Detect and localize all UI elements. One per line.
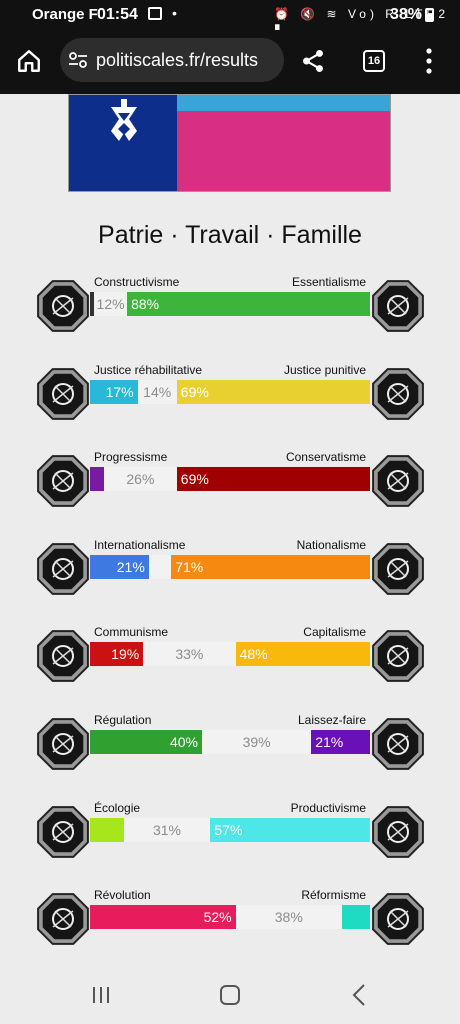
axis-right-label: Réformisme [301, 888, 366, 903]
axis-bar: 31% 57% [90, 817, 370, 842]
axis-bar: 12% 88% [90, 292, 370, 316]
bar-segment-neutral: 14% [137, 379, 177, 404]
more-menu-icon[interactable] [424, 47, 434, 75]
axis-row: Communisme Capitalisme 19% 33% 48% [0, 625, 460, 689]
handshake-icon [37, 367, 89, 420]
axis-row: Régulation Laissez-faire 40% 39% 21% [0, 713, 460, 777]
axis-right-label: Conservatisme [285, 450, 366, 465]
axis-right-label: Laissez-faire [297, 713, 366, 727]
bar-segment-left: 21% [90, 554, 149, 579]
bar-segment-left: 17% [90, 379, 138, 404]
recent-apps-icon[interactable] [92, 986, 110, 1004]
axis-row: Constructivisme Essentialisme 12% 88% [0, 275, 460, 339]
result-flag [68, 94, 391, 192]
axis-row: Révolution Réformisme 52% 38% [0, 888, 460, 952]
axis-left-label: Constructivisme [94, 275, 180, 289]
url-text: politiscales.fr/results [96, 50, 259, 70]
battery-icon [425, 8, 434, 22]
result-motto: Patrie · Travail · Famille [98, 221, 362, 249]
gallery-notification-icon [148, 7, 162, 20]
browser-toolbar: politiscales.fr/results 16 [0, 30, 460, 94]
axis-bar: 17% 14% 69% [90, 379, 370, 404]
axis-right-label: Productivisme [290, 800, 366, 815]
flag-main-stripe [177, 111, 390, 191]
axis-bar: 52% 38% [90, 905, 370, 930]
bar-segment-left [90, 292, 94, 316]
axis-left-label: Régulation [94, 713, 152, 727]
flag-emblem-icon [111, 99, 137, 141]
home-icon[interactable] [16, 48, 42, 74]
axis-left-label: Communisme [94, 625, 169, 640]
notification-dot: • [172, 5, 177, 21]
bar-segment-right: 88% [127, 292, 370, 316]
bar-segment-right: 57% [210, 817, 370, 842]
axis-row: Progressisme Conservatisme 26% 69% [0, 450, 460, 514]
axis-left-label: Progressisme [94, 450, 168, 465]
prison-bars-icon [372, 367, 424, 420]
flag-icon [372, 542, 424, 595]
leaf-icon [37, 805, 89, 858]
hammer-sickle-icon [37, 630, 89, 683]
fist-icon [37, 893, 89, 946]
flower-icon [372, 280, 424, 332]
eye-icon [37, 280, 89, 332]
axis-bar: 21% 71% [90, 554, 370, 579]
clock: 01:54 [97, 6, 138, 23]
bar-segment-left: 40% [90, 730, 202, 754]
bar-segment-right: 71% [171, 554, 370, 579]
axis-right-label: Capitalisme [303, 625, 366, 640]
axis-right-label: Justice punitive [283, 362, 366, 377]
share-icon[interactable] [300, 48, 326, 74]
axis-left-label: Justice réhabilitative [94, 362, 203, 377]
android-nav-bar [0, 964, 460, 1024]
flag-top-stripe [177, 95, 390, 111]
bar-segment-right [341, 905, 370, 930]
axis-right-label: Essentialisme [291, 275, 366, 289]
axis-bar: 40% 39% 21% [90, 730, 370, 754]
axis-row: Internationalisme Nationalisme 21% 71% [0, 538, 460, 602]
axis-left-label: Révolution [94, 888, 151, 903]
axis-bar: 26% 69% [90, 467, 370, 492]
bar-segment-neutral: 33% [143, 642, 236, 667]
axis-left-label: Écologie [94, 800, 141, 815]
axis-row: Écologie Productivisme 31% 57% [0, 801, 460, 865]
bar-segment-right: 69% [176, 379, 370, 404]
bar-segment-neutral: 26% [104, 467, 177, 492]
bar-segment-neutral: 38% [235, 905, 342, 930]
bar-segment-left [90, 467, 104, 492]
bar-segment-left [90, 817, 124, 842]
rocket-icon [37, 455, 89, 508]
money-bag-icon [372, 630, 424, 683]
bar-segment-right: 69% [176, 467, 370, 492]
factory-icon [372, 805, 424, 858]
bar-segment-neutral: 12% [94, 292, 128, 316]
bar-segment-right: 21% [311, 730, 370, 754]
bar-segment-right: 48% [235, 642, 370, 667]
axis-row: Justice réhabilitative Justice punitive 17… [0, 363, 460, 427]
address-bar[interactable]: politiscales.fr/results [60, 38, 284, 82]
butterfly-icon [372, 718, 424, 770]
ruler-icon [37, 718, 89, 770]
back-icon[interactable] [352, 984, 366, 1006]
bar-segment-neutral [148, 554, 172, 579]
battery-percentage: 38% [390, 6, 423, 23]
bar-segment-left: 52% [90, 905, 236, 930]
parliament-icon [372, 893, 424, 946]
system-status-icons: ⏰ 🔇 ≋ Vo) R LTE2 ▮ [274, 7, 450, 35]
tab-switcher-button[interactable]: 16 [363, 50, 385, 72]
bar-segment-neutral: 39% [202, 730, 312, 754]
axis-bar: 19% 33% 48% [90, 642, 370, 667]
bar-segment-neutral: 31% [123, 817, 211, 842]
home-button[interactable] [220, 985, 240, 1005]
carrier-name: Orange F [32, 6, 98, 23]
quill-icon [372, 455, 424, 508]
bar-segment-left: 19% [90, 642, 144, 667]
axis-left-label: Internationalisme [94, 537, 186, 552]
status-bar: Orange F 01:54 • ⏰ 🔇 ≋ Vo) R LTE2 ▮ 38% [0, 0, 460, 35]
globe-icon [37, 542, 89, 595]
axis-right-label: Nationalisme [296, 537, 366, 552]
site-settings-icon[interactable] [68, 52, 88, 68]
